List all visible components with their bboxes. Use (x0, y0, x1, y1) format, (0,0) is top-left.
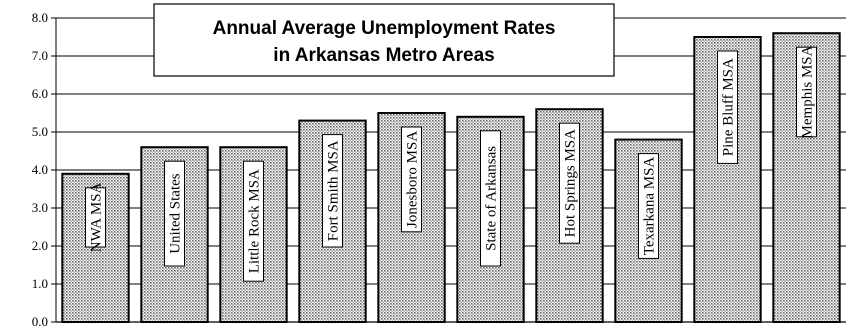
y-tick-label: 1.0 (32, 276, 48, 291)
bar-category-label: Little Rock MSA (247, 169, 263, 273)
chart-title-line-2: in Arkansas Metro Areas (273, 45, 494, 66)
bar-label-box (243, 160, 264, 282)
bar-label-group: Memphis MSA (796, 45, 817, 138)
y-tick-label: 8.0 (32, 10, 48, 25)
bar-label-box (559, 122, 580, 244)
bar-label-group: Jonesboro MSA (401, 126, 422, 233)
bar-label-box (85, 187, 106, 248)
y-tick-label: 3.0 (32, 200, 48, 215)
bar-category-label: NWA MSA (89, 182, 105, 252)
bar-label-box (401, 126, 422, 233)
bar-label-box (480, 130, 501, 267)
title-frame (153, 3, 615, 77)
y-tick-label: 4.0 (32, 162, 48, 177)
bar-label-group: State of Arkansas (480, 130, 501, 267)
bar-label-box (717, 50, 738, 164)
y-axis: 0.0 1.0 2.0 3.0 4.0 5.0 6.0 7.0 8.0 (32, 10, 57, 326)
bar-label-group: NWA MSA (85, 182, 106, 252)
y-tick-label: 5.0 (32, 124, 48, 139)
bar-category-label: Memphis MSA (800, 45, 816, 138)
bar-label-box (322, 134, 343, 248)
bar-label-group: Pine Bluff MSA (717, 50, 738, 164)
bar-category-label: Jonesboro MSA (405, 131, 421, 228)
bar-label-box (638, 153, 659, 259)
bar-category-label: United States (168, 173, 184, 254)
bar-label-box (796, 46, 817, 138)
bar-category-label: Fort Smith MSA (326, 140, 342, 241)
bar-category-label: Texarkana MSA (642, 157, 658, 256)
y-tick-label: 6.0 (32, 86, 48, 101)
bar-category-label: Pine Bluff MSA (721, 58, 737, 156)
y-tick-label: 7.0 (32, 48, 48, 63)
bar-label-group: Texarkana MSA (638, 153, 659, 259)
y-tick-label: 2.0 (32, 238, 48, 253)
bar-label-group: United States (164, 160, 185, 267)
bar-label-box (164, 160, 185, 267)
chart-title-line-1: Annual Average Unemployment Rates (213, 18, 556, 39)
y-tick-label: 0.0 (32, 314, 48, 326)
bar-category-label: Hot Springs MSA (563, 129, 579, 238)
bar-label-group: Little Rock MSA (243, 160, 264, 282)
bar-labels: NWA MSA United States Little Rock MSA Fort … (85, 45, 817, 282)
bar-label-group: Hot Springs MSA (559, 122, 580, 244)
bar-label-group: Fort Smith MSA (322, 134, 343, 248)
chart-title-box: Annual Average Unemployment Rates in Ark… (153, 3, 615, 77)
bar-category-label: State of Arkansas (484, 146, 500, 251)
